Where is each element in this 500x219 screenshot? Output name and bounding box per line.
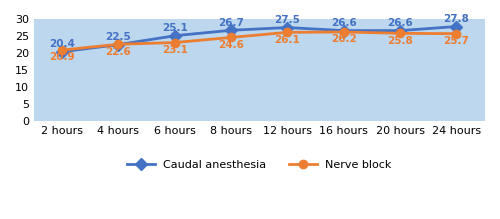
Text: 25.1: 25.1 [162, 23, 188, 33]
Text: 26.6: 26.6 [388, 18, 413, 28]
Nerve block [341, 31, 347, 33]
Text: 24.6: 24.6 [218, 40, 244, 50]
Text: 27.8: 27.8 [444, 14, 469, 24]
Text: 20.9: 20.9 [50, 52, 75, 62]
Caudal anesthesia [454, 25, 460, 28]
Line: Nerve block: Nerve block [58, 28, 460, 54]
Nerve block [116, 43, 121, 46]
Text: 22.6: 22.6 [106, 47, 132, 57]
Nerve block [284, 31, 290, 34]
Caudal anesthesia [116, 43, 121, 46]
Text: 25.8: 25.8 [388, 36, 413, 46]
Legend: Caudal anesthesia, Nerve block: Caudal anesthesia, Nerve block [122, 156, 396, 175]
Caudal anesthesia [341, 29, 347, 32]
Text: 26.7: 26.7 [218, 18, 244, 28]
Nerve block [454, 32, 460, 35]
Text: 20.4: 20.4 [49, 39, 75, 49]
Text: 26.6: 26.6 [331, 18, 356, 28]
Text: 22.5: 22.5 [106, 32, 132, 42]
Text: 26.1: 26.1 [274, 35, 300, 45]
Text: 26.2: 26.2 [331, 34, 356, 44]
Text: 25.7: 25.7 [444, 36, 469, 46]
Nerve block [172, 41, 178, 44]
Text: 27.5: 27.5 [274, 15, 300, 25]
Nerve block [397, 32, 403, 35]
Line: Caudal anesthesia: Caudal anesthesia [58, 22, 460, 56]
Caudal anesthesia [59, 50, 65, 53]
Caudal anesthesia [397, 29, 403, 32]
Caudal anesthesia [172, 34, 178, 37]
Text: 23.1: 23.1 [162, 45, 188, 55]
Caudal anesthesia [284, 26, 290, 29]
Nerve block [59, 49, 65, 51]
Caudal anesthesia [228, 29, 234, 32]
Nerve block [228, 36, 234, 39]
